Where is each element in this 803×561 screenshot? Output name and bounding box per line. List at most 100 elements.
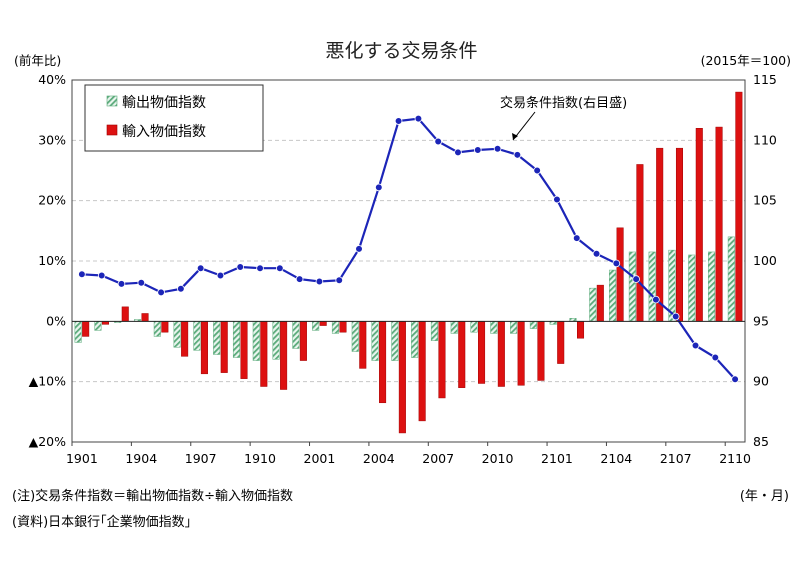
- x-axis-tick-label: 2007: [422, 451, 454, 466]
- terms-of-trade-point: [553, 195, 561, 204]
- terms-of-trade-point: [731, 375, 739, 384]
- left-axis-tick-label: ▲20%: [29, 434, 67, 449]
- terms-of-trade-point: [473, 146, 482, 154]
- export-bar: [94, 321, 102, 331]
- import-bar: [438, 321, 446, 399]
- import-bar: [280, 321, 288, 390]
- x-axis-tick-label: 1901: [66, 451, 98, 466]
- terms-of-trade-point: [78, 270, 86, 279]
- x-axis-tick-label: 2110: [719, 451, 751, 466]
- left-axis-unit: (前年比): [14, 53, 62, 68]
- terms-of-trade-point: [533, 166, 541, 175]
- import-bar: [557, 321, 565, 364]
- right-axis-tick-label: 115: [753, 72, 777, 87]
- export-bar: [470, 321, 478, 333]
- terms-of-trade-point: [612, 259, 621, 268]
- export-bar: [727, 236, 735, 322]
- right-axis-unit: (2015年＝100): [700, 53, 791, 68]
- x-axis-tick-label: 1907: [185, 451, 217, 466]
- right-axis-tick-label: 85: [753, 434, 769, 449]
- annotation-leader-line: [512, 111, 536, 141]
- import-bar: [260, 321, 268, 387]
- terms-of-trade-point: [652, 295, 660, 304]
- terms-of-trade-point: [355, 245, 363, 253]
- export-bar: [609, 269, 617, 322]
- terms-of-trade-point: [196, 264, 205, 273]
- terms-of-trade-point: [691, 341, 700, 350]
- export-bar: [292, 321, 300, 349]
- export-bar: [628, 251, 636, 322]
- import-bar: [537, 321, 545, 381]
- right-axis-tick-label: 90: [753, 374, 769, 389]
- import-bar: [735, 91, 743, 322]
- export-bar: [708, 251, 716, 322]
- import-bar: [616, 227, 624, 322]
- terms-of-trade-point: [216, 271, 225, 280]
- terms-of-trade-point: [394, 117, 403, 125]
- right-axis-tick-label: 105: [753, 193, 777, 208]
- plot-frame: [71, 79, 746, 443]
- import-bar: [458, 321, 466, 388]
- import-bar: [181, 321, 189, 357]
- export-bar: [74, 321, 82, 343]
- terms-of-trade-point: [375, 183, 383, 192]
- legend-import-label: 輸入物価指数: [122, 124, 206, 140]
- export-bar: [371, 321, 379, 361]
- x-axis-tick-label: 2004: [363, 451, 395, 466]
- chart-title: 悪化する交易条件: [325, 40, 478, 62]
- terms-of-trade-point: [454, 148, 462, 157]
- legend-export-swatch: [106, 95, 118, 107]
- terms-of-trade-point: [592, 249, 601, 258]
- import-bar: [161, 321, 169, 333]
- terms-of-trade-point: [137, 278, 146, 287]
- legend-export-label: 輸出物価指数: [122, 95, 206, 111]
- import-bar: [577, 321, 585, 339]
- left-axis-tick-label: 10%: [38, 253, 66, 268]
- terms-of-trade-point: [117, 280, 126, 288]
- left-axis-tick-label: 30%: [38, 132, 66, 147]
- source-note: (資料)日本銀行｢企業物価指数｣: [12, 515, 192, 530]
- terms-of-trade-point: [97, 271, 106, 280]
- left-axis-tick-label: 20%: [38, 193, 66, 208]
- import-bar: [418, 321, 426, 422]
- terms-of-trade-point: [295, 275, 304, 283]
- right-axis-tick-label: 110: [753, 132, 777, 147]
- export-bar: [351, 321, 359, 352]
- terms-of-trade-point: [236, 263, 245, 271]
- import-bar: [695, 128, 703, 322]
- right-axis-tick-label: 95: [753, 313, 769, 328]
- terms-of-trade-point: [434, 137, 442, 146]
- terms-of-trade-point: [335, 276, 344, 285]
- import-bar: [675, 147, 684, 322]
- footnote: (注)交易条件指数＝輸出物価指数÷輸入物価指数: [12, 489, 294, 504]
- import-bar: [220, 321, 228, 373]
- terms-of-trade-point: [711, 353, 720, 362]
- import-bar: [319, 321, 327, 326]
- import-bar: [497, 321, 505, 387]
- terms-of-trade-point: [513, 151, 522, 159]
- export-bar: [411, 321, 419, 358]
- left-axis-tick-label: 0%: [46, 313, 66, 328]
- export-bar: [331, 321, 339, 334]
- x-axis-unit: (年・月): [739, 489, 789, 504]
- export-bar: [153, 321, 161, 337]
- import-bar: [82, 321, 90, 337]
- terms-of-trade-line: [81, 117, 736, 381]
- left-axis-tick-label: ▲10%: [29, 374, 67, 389]
- x-axis-tick-label: 2001: [304, 451, 336, 466]
- export-bar: [391, 321, 399, 361]
- chart-canvas: ▲20% ▲10% 0% 10% 20% 30% 40% 85 90 95 100 105 110 115…: [29, 72, 777, 466]
- import-bar: [299, 321, 307, 361]
- export-bar: [272, 321, 280, 360]
- export-bar: [430, 321, 438, 341]
- export-bar: [648, 251, 656, 322]
- export-bar: [173, 321, 181, 348]
- terms-of-trade-annotation: 交易条件指数(右目盛): [500, 95, 627, 111]
- export-bar: [193, 321, 201, 351]
- annotation-arrowhead: [512, 133, 518, 140]
- import-bar: [715, 126, 723, 322]
- import-bar: [478, 321, 486, 384]
- terms-of-trade-point: [157, 288, 165, 297]
- import-bar: [121, 306, 129, 322]
